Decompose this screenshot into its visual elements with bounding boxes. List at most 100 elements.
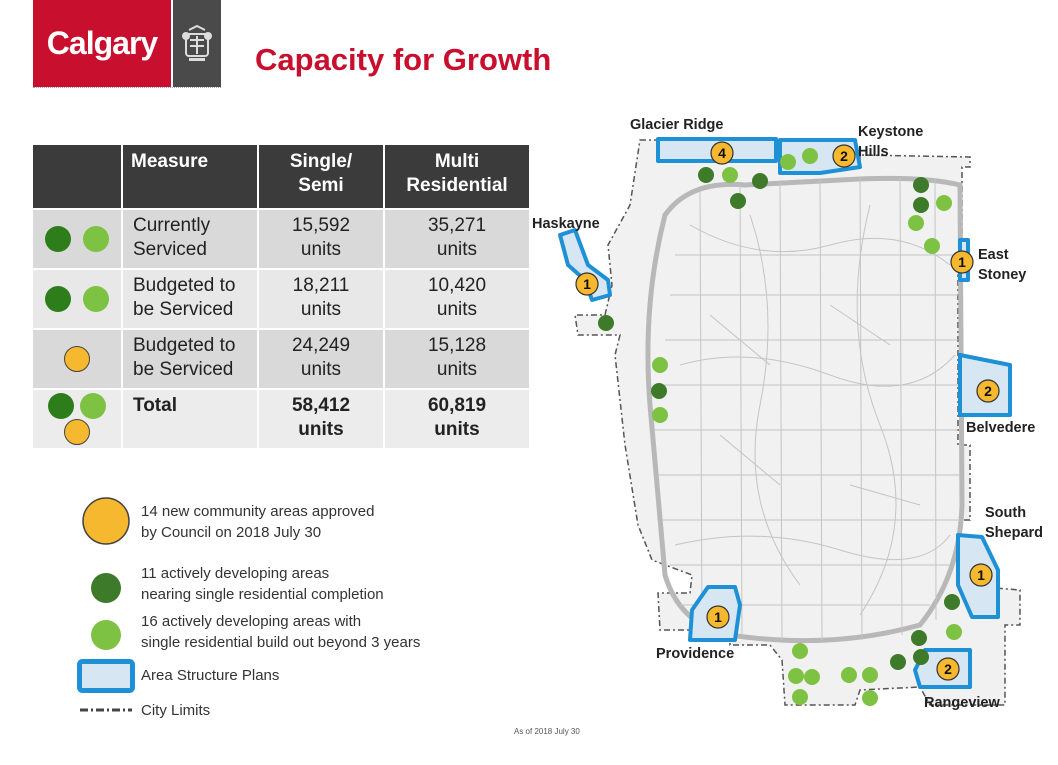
marker-haskayne-num: 1 (583, 276, 591, 292)
dark-green-dot (913, 649, 929, 665)
logo-divider (33, 87, 221, 88)
marker-providence (706, 605, 730, 629)
label-haskayne: Haskayne (532, 216, 600, 232)
row-single: 15,592 units (258, 208, 385, 269)
light-green-dot (780, 154, 796, 170)
new-area-markers: 4 2 1 1 2 1 1 2 (575, 141, 1000, 681)
dark-green-dot (911, 630, 927, 646)
footnote: As of 2018 July 30 (514, 727, 580, 736)
row-measure: Currently Serviced (122, 208, 259, 269)
label-east-1: East (978, 247, 1009, 263)
marker-keystone-num: 2 (840, 148, 848, 164)
dark-green-dot (913, 177, 929, 193)
dark-green-dot-icon (48, 393, 75, 419)
header-multi: Multi Residential (384, 145, 529, 209)
light-green-dot (862, 667, 878, 683)
light-green-dot (652, 407, 668, 423)
table-header-row: Measure Single/ Semi Multi Residential (33, 145, 529, 209)
place-labels: Glacier Ridge Keystone Hills Haskayne Ea… (532, 117, 1043, 711)
marker-keystone (832, 144, 856, 168)
row-single: 18,211 units (258, 268, 385, 329)
label-south-2: Shepard (985, 525, 1043, 541)
row-multi-text: 15,128 units (427, 335, 487, 380)
legend-dark-green: 11 actively developing areas nearing sin… (141, 563, 384, 605)
dark-green-dot (913, 197, 929, 213)
marker-east-stoney (950, 250, 974, 274)
row-icons (33, 388, 123, 448)
table-row: Total 58,412 units 60,819 units (33, 388, 529, 448)
header-multi-text: Multi Residential (406, 151, 508, 196)
marker-belvedere (976, 379, 1000, 403)
yellow-dot-icon (64, 419, 90, 445)
header-single-text: Single/ Semi (289, 151, 353, 196)
legend-asp: Area Structure Plans (141, 667, 280, 684)
dark-green-dot-icon (45, 226, 72, 252)
table-row: Currently Serviced 15,592 units 35,271 u… (33, 208, 529, 269)
legend-new-areas-line2: by Council on 2018 July 30 (141, 524, 322, 541)
dark-green-dot (698, 167, 714, 183)
label-keystone-1: Keystone (858, 124, 923, 140)
city-map: 4 2 1 1 2 1 1 2 Glacier Ridge Keystone H… (532, 117, 1043, 711)
row-icons (33, 268, 123, 329)
legend-dark-line1: 11 actively developing areas (141, 565, 330, 582)
label-belvedere: Belvedere (966, 420, 1035, 436)
dark-green-dot-icon (45, 286, 72, 312)
row-single-text: 24,249 units (291, 335, 351, 380)
marker-south-shepard-num: 1 (977, 567, 985, 583)
row-multi-text: 35,271 units (427, 215, 487, 260)
table-row: Budgeted to be Serviced 24,249 units 15,… (33, 328, 529, 389)
city-limits-legend-icon (80, 708, 132, 712)
street-grid (655, 176, 960, 641)
marker-rangeview (936, 657, 960, 681)
dark-green-legend-icon (91, 573, 121, 603)
light-green-dot (722, 167, 738, 183)
row-multi: 10,420 units (384, 268, 529, 329)
label-east-2: Stoney (978, 267, 1026, 283)
light-green-dot (802, 148, 818, 164)
row-multi: 15,128 units (384, 328, 529, 389)
label-keystone-2: Hills (858, 144, 889, 160)
label-rangeview: Rangeview (924, 695, 1000, 711)
label-glacier-ridge: Glacier Ridge (630, 117, 723, 133)
row-multi-text: 10,420 units (427, 275, 487, 320)
dark-green-dot (944, 594, 960, 610)
row-single: 58,412 units (258, 388, 385, 448)
dark-green-dot (598, 315, 614, 331)
light-green-dot-icon (82, 286, 109, 312)
light-green-dot (946, 624, 962, 640)
dark-green-dot (651, 383, 667, 399)
logo-text: Calgary (46, 25, 158, 61)
marker-east-stoney-num: 1 (958, 254, 966, 270)
light-green-dot (862, 690, 878, 706)
header-single: Single/ Semi (258, 145, 385, 209)
row-measure: Budgeted to be Serviced (122, 328, 259, 389)
marker-providence-num: 1 (714, 609, 722, 625)
city-limits-outline (574, 139, 1021, 706)
light-green-dot (804, 669, 820, 685)
legend-light-green: 16 actively developing areas with single… (141, 611, 420, 653)
marker-rangeview-num: 2 (944, 661, 952, 677)
row-icons (33, 328, 123, 389)
legend-new-areas-line1: 14 new community areas approved (141, 503, 375, 520)
marker-haskayne (575, 272, 599, 296)
light-green-dot-icon (82, 226, 109, 252)
header-icons (33, 145, 123, 209)
row-multi: 35,271 units (384, 208, 529, 269)
calgary-logo: Calgary (33, 0, 171, 87)
row-icons (33, 208, 123, 269)
light-green-dot (908, 215, 924, 231)
table-row: Budgeted to be Serviced 18,211 units 10,… (33, 268, 529, 329)
legend-city-limits: City Limits (141, 702, 211, 719)
light-green-dot (652, 357, 668, 373)
header-measure: Measure (122, 145, 259, 209)
dark-green-dot (752, 173, 768, 189)
light-green-dot (924, 238, 940, 254)
light-green-dot (841, 667, 857, 683)
page-title: Capacity for Growth (255, 42, 552, 77)
row-single-text: 18,211 units (292, 275, 350, 320)
row-measure: Budgeted to be Serviced (122, 268, 259, 329)
legend-light-line2: single residential build out beyond 3 ye… (141, 634, 421, 651)
row-single: 24,249 units (258, 328, 385, 389)
row-single-text: 58,412 units (291, 395, 351, 440)
capacity-table: Measure Single/ Semi Multi Residential C… (33, 145, 529, 448)
